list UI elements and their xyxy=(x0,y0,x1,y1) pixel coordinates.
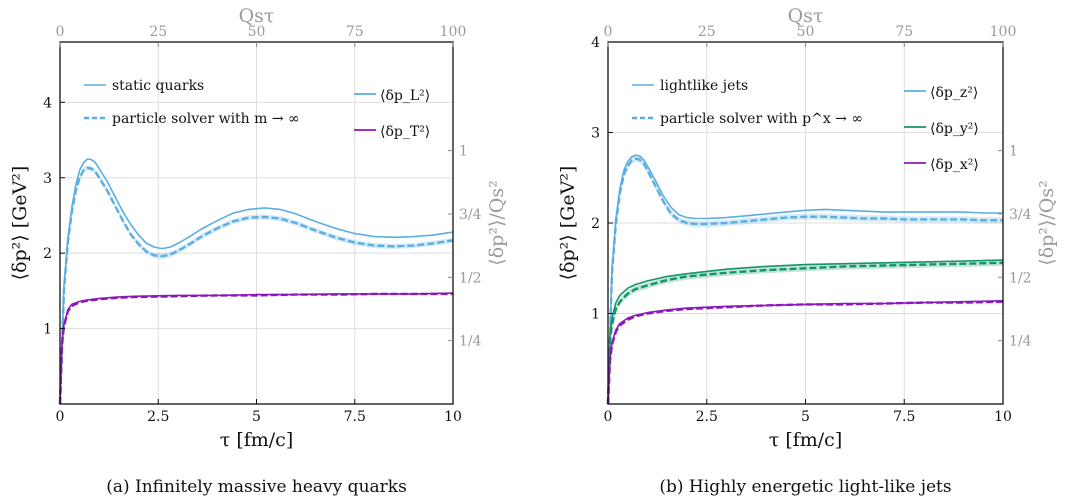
right-tick-label: 1/4 xyxy=(459,334,482,350)
legend-color-label-1: ⟨δp_T²⟩ xyxy=(380,124,430,140)
legend-style-label-0: static quarks xyxy=(112,78,204,94)
right-tick-label: 1 xyxy=(459,144,468,160)
chart-panel-a: 0 2.5 5 7.5 10 1 2 3 4 0 25 50 75 100 1/4 1/2 3/4 1 τ [fm/… xyxy=(9,5,508,497)
y-tick-label: 2 xyxy=(43,246,52,262)
right-axis-label: ⟨δp²⟩/Qs² xyxy=(486,180,508,265)
x-tick-label: 0 xyxy=(604,409,613,425)
y-axis-label: ⟨δp²⟩ [GeV²] xyxy=(9,166,31,281)
series-line-2 xyxy=(607,259,1004,405)
x-tick-label: 5 xyxy=(801,409,810,425)
legend-color-label-2: ⟨δp_x²⟩ xyxy=(930,157,979,173)
top-tick-label: 75 xyxy=(895,24,913,40)
top-tick-label: 100 xyxy=(990,24,1017,40)
x-tick-label: 0 xyxy=(56,409,65,425)
x-tick-label: 7.5 xyxy=(344,409,366,425)
legend-style-label-0: lightlike jets xyxy=(660,78,748,94)
top-tick-label: 0 xyxy=(604,24,613,40)
right-tick-label: 3/4 xyxy=(1009,207,1032,223)
x-tick-label: 10 xyxy=(994,409,1012,425)
top-tick-label: 0 xyxy=(56,24,65,40)
series-line-1 xyxy=(606,157,1003,405)
series-band-1 xyxy=(608,155,1003,404)
series-line-0 xyxy=(607,154,1003,405)
legend-color-label-1: ⟨δp_y²⟩ xyxy=(930,121,979,137)
top-axis-label: Qsτ xyxy=(788,5,824,27)
right-axis-label: ⟨δp²⟩/Qs² xyxy=(1036,180,1058,265)
x-tick-label: 5 xyxy=(252,409,261,425)
top-tick-label: 100 xyxy=(440,24,467,40)
x-tick-label: 2.5 xyxy=(696,409,718,425)
series-line-5 xyxy=(606,300,1004,405)
series-line-3 xyxy=(58,292,453,405)
y-axis-label: ⟨δp²⟩ [GeV²] xyxy=(557,166,579,281)
series-line-0 xyxy=(59,158,454,405)
top-axis-label: Qsτ xyxy=(239,5,275,27)
top-tick-label: 25 xyxy=(149,24,167,40)
series-line-3 xyxy=(606,261,1004,405)
series-line-1 xyxy=(58,166,454,405)
y-tick-label: 4 xyxy=(43,95,52,111)
top-tick-label: 50 xyxy=(797,24,815,40)
x-axis-label: τ [fm/c] xyxy=(220,429,293,451)
x-tick-label: 10 xyxy=(444,409,462,425)
y-tick-label: 1 xyxy=(43,322,52,338)
right-tick-label: 3/4 xyxy=(459,207,482,223)
right-tick-label: 1/2 xyxy=(459,270,482,286)
legend-style-label-1: particle solver with m → ∞ xyxy=(112,111,300,127)
top-tick-label: 50 xyxy=(248,24,266,40)
y-tick-label: 3 xyxy=(591,126,600,142)
right-tick-label: 1 xyxy=(1009,144,1018,160)
y-tick-label: 1 xyxy=(591,307,600,323)
right-tick-label: 1/2 xyxy=(1009,270,1032,286)
legend-style-label-1: particle solver with p^x → ∞ xyxy=(660,111,863,127)
top-tick-label: 25 xyxy=(698,24,716,40)
y-tick-label: 4 xyxy=(591,35,600,51)
legend-color-label-0: ⟨δp_L²⟩ xyxy=(380,88,430,104)
legend-color-label-0: ⟨δp_z²⟩ xyxy=(930,85,978,101)
panel-caption: (a) Infinitely massive heavy quarks xyxy=(106,477,407,497)
x-axis-label: τ [fm/c] xyxy=(769,429,842,451)
right-tick-label: 1/4 xyxy=(1009,334,1032,350)
y-tick-label: 2 xyxy=(591,216,600,232)
top-tick-label: 75 xyxy=(346,24,364,40)
panel-caption: (b) Highly energetic light-like jets xyxy=(659,477,951,497)
x-tick-label: 7.5 xyxy=(893,409,915,425)
x-tick-label: 2.5 xyxy=(147,409,169,425)
y-tick-label: 3 xyxy=(43,171,52,187)
